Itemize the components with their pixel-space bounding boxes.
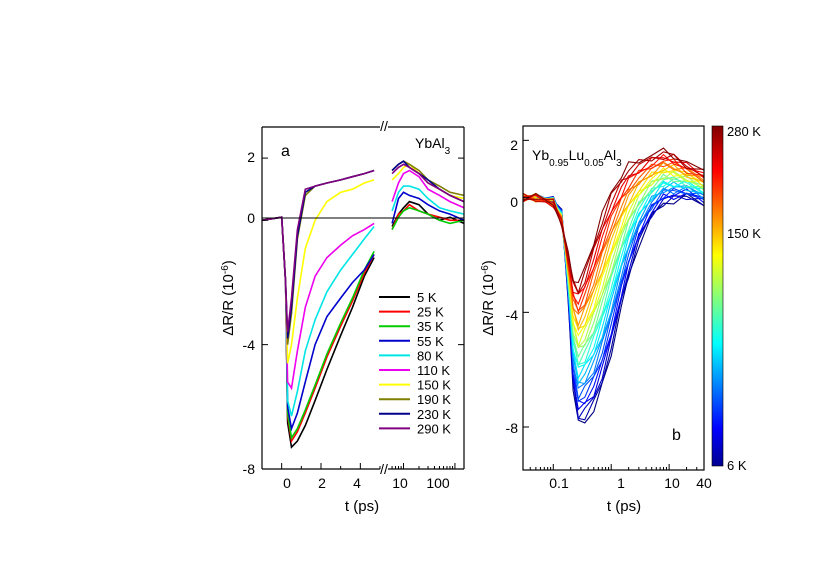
series-line-a-log — [391, 206, 464, 230]
panel-b-xtick-label: 1 — [617, 475, 625, 491]
panel-b-xtick-label: 10 — [664, 475, 680, 491]
panel-b-ticks — [523, 139, 698, 470]
series-line-a-log — [391, 160, 464, 197]
colorbar-label-min: 6 K — [727, 458, 747, 473]
panel-a-label: a — [281, 143, 290, 160]
panel-b-xlabel: t (ps) — [607, 498, 641, 515]
panel-a-ticks — [262, 157, 464, 470]
panel-a-axis-break: // // — [380, 118, 388, 477]
axis-break-bottom: // — [380, 461, 388, 477]
panel-b-material: Yb0.95Lu0.05Al3 — [532, 147, 622, 169]
series-line-b — [523, 178, 704, 366]
series-line-b — [523, 153, 704, 295]
legend-label: 110 K — [417, 363, 450, 378]
panel-a-series — [262, 160, 464, 449]
colorbar: 280 K 150 K 6 K — [711, 124, 761, 473]
panel-b-xtick-label: 40 — [696, 475, 712, 491]
panel-b-series — [523, 147, 704, 424]
legend-label: 290 K — [417, 421, 451, 436]
series-line-a — [262, 169, 375, 345]
panel-a-ytick-label: 2 — [247, 149, 255, 165]
panel-b-ylabel: ΔR/R (10-6) — [480, 260, 498, 336]
series-line-a-log — [391, 185, 464, 215]
legend-label: 25 K — [417, 305, 444, 320]
panel-a-ytick-label: 0 — [247, 210, 255, 226]
panel-a-ytick-label: -4 — [243, 337, 256, 353]
panel-b-xtick-label: 0.1 — [549, 475, 569, 491]
series-line-a — [262, 216, 375, 417]
legend-label: 190 K — [417, 392, 451, 407]
series-line-b — [523, 147, 704, 284]
panel-b-ytick-label: 0 — [510, 194, 518, 210]
series-line-b — [523, 161, 704, 312]
series-line-a — [262, 216, 375, 449]
panel-b-ytick-label: -4 — [506, 307, 519, 323]
panel-a-xtick-label: 10 — [392, 475, 408, 491]
panel-b: 2 0 -4 -8 0.1 1 10 40 t (ps) ΔR/R (10-6)… — [480, 124, 762, 515]
panel-b-label: b — [672, 427, 681, 444]
panel-a-xlabel: t (ps) — [345, 498, 379, 515]
legend-label: 55 K — [417, 334, 444, 349]
series-line-a-log — [391, 191, 464, 224]
panel-a-xtick-label: 4 — [353, 475, 361, 491]
panel-b-ytick-label: -8 — [506, 420, 519, 436]
colorbar-label-max: 280 K — [727, 124, 761, 139]
panel-b-frame — [522, 125, 705, 471]
series-line-a-log — [391, 163, 464, 203]
panel-b-ytick-label: 2 — [510, 137, 518, 153]
legend-label: 150 K — [417, 378, 451, 393]
panel-a-material: YbAl3 — [415, 135, 451, 157]
legend-label: 35 K — [417, 319, 444, 334]
series-line-b — [523, 167, 704, 337]
series-line-a — [262, 216, 375, 391]
series-line-a — [262, 169, 375, 333]
axis-break-top: // — [380, 118, 388, 134]
legend-label: 230 K — [417, 407, 451, 422]
legend-label: 5 K — [417, 290, 437, 305]
panel-a-ytick-label: -8 — [243, 461, 256, 477]
series-line-a — [262, 216, 375, 444]
panel-a-xtick-label: 2 — [318, 475, 326, 491]
panel-a-xtick-label: 100 — [426, 475, 450, 491]
panel-a-ylabel: ΔR/R (10-6) — [220, 260, 238, 336]
colorbar-label-mid: 150 K — [727, 226, 761, 241]
panel-a: // // 2 0 -4 -8 0 2 4 10 100 t (ps) ΔR/R… — [220, 118, 465, 515]
series-line-a-log — [391, 169, 464, 209]
series-line-a — [262, 216, 375, 441]
colorbar-gradient — [711, 125, 724, 467]
panel-a-xtick-label: 0 — [283, 475, 291, 491]
legend-label: 80 K — [417, 348, 444, 363]
